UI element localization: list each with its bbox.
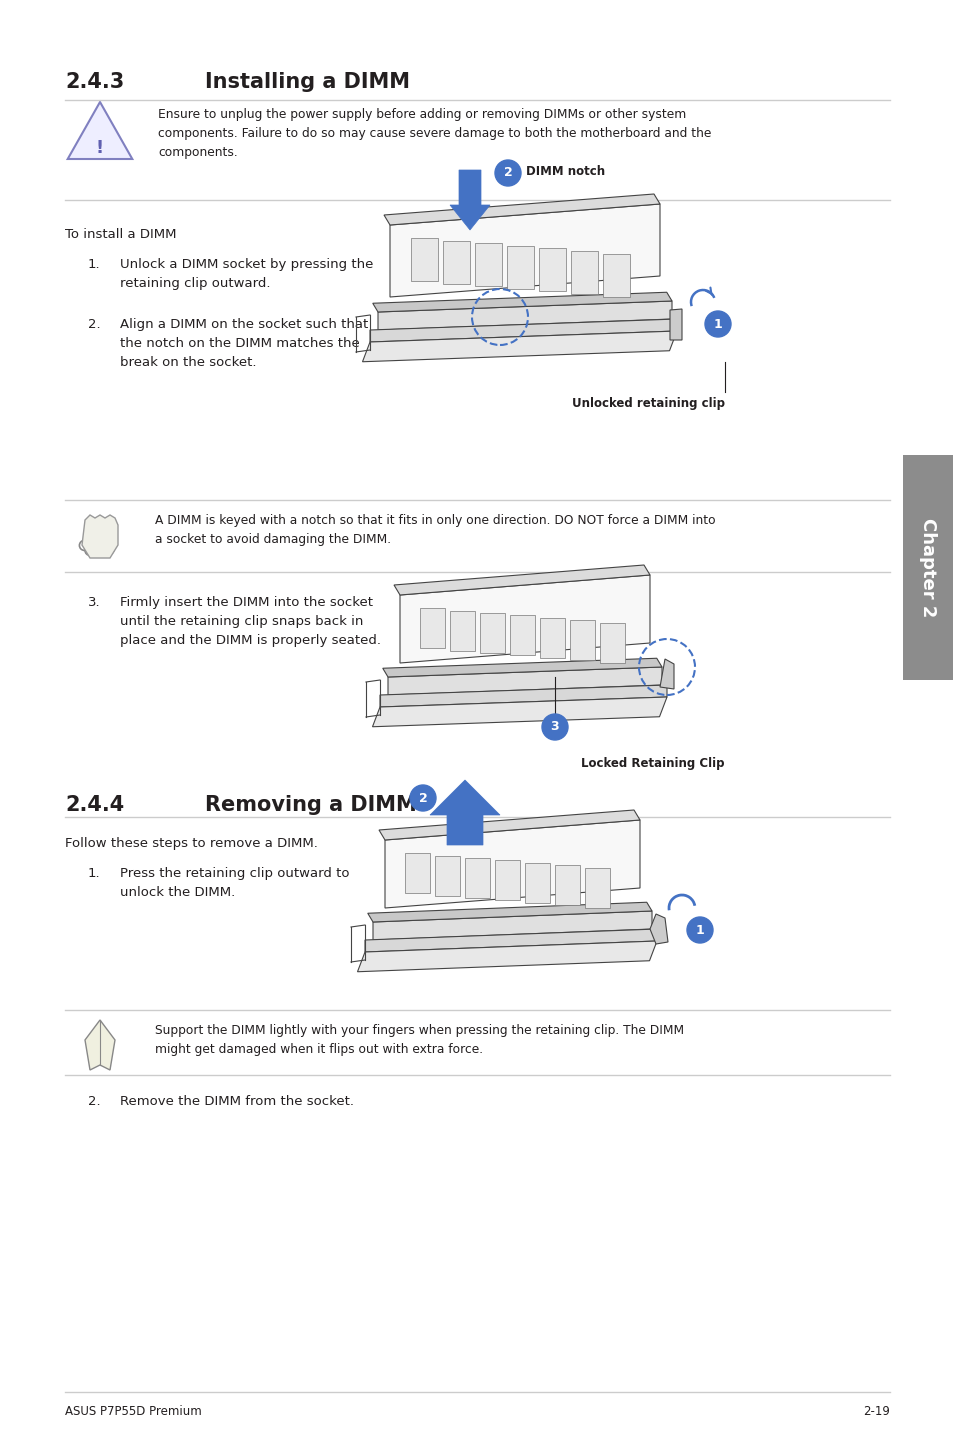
Polygon shape bbox=[464, 858, 490, 897]
Polygon shape bbox=[411, 239, 437, 280]
Polygon shape bbox=[373, 292, 671, 312]
Polygon shape bbox=[584, 869, 609, 907]
Polygon shape bbox=[372, 697, 666, 726]
Text: 1.: 1. bbox=[88, 867, 100, 880]
Polygon shape bbox=[367, 902, 651, 922]
Text: Press the retaining clip outward to
unlock the DIMM.: Press the retaining clip outward to unlo… bbox=[120, 867, 349, 899]
Text: To install a DIMM: To install a DIMM bbox=[65, 229, 176, 242]
Polygon shape bbox=[419, 608, 444, 649]
Polygon shape bbox=[555, 866, 579, 905]
Polygon shape bbox=[510, 615, 535, 654]
Polygon shape bbox=[85, 1020, 115, 1070]
Text: Unlocked retaining clip: Unlocked retaining clip bbox=[572, 397, 724, 410]
Polygon shape bbox=[435, 856, 459, 896]
Text: 1: 1 bbox=[695, 923, 703, 936]
Text: 1.: 1. bbox=[88, 257, 100, 270]
Polygon shape bbox=[357, 940, 657, 972]
Text: Follow these steps to remove a DIMM.: Follow these steps to remove a DIMM. bbox=[65, 837, 317, 850]
Polygon shape bbox=[388, 667, 661, 695]
Polygon shape bbox=[649, 915, 667, 943]
Text: Align a DIMM on the socket such that
the notch on the DIMM matches the
break on : Align a DIMM on the socket such that the… bbox=[120, 318, 368, 370]
FancyBboxPatch shape bbox=[902, 454, 952, 680]
Polygon shape bbox=[571, 252, 598, 293]
Text: ASUS P7P55D Premium: ASUS P7P55D Premium bbox=[65, 1405, 201, 1418]
Polygon shape bbox=[370, 319, 677, 342]
Text: 2.: 2. bbox=[88, 1094, 100, 1109]
Polygon shape bbox=[384, 194, 659, 224]
Polygon shape bbox=[599, 623, 624, 663]
Polygon shape bbox=[378, 810, 639, 840]
Polygon shape bbox=[379, 684, 666, 707]
Polygon shape bbox=[539, 618, 564, 659]
Polygon shape bbox=[373, 912, 651, 940]
Polygon shape bbox=[659, 659, 673, 689]
Circle shape bbox=[410, 785, 436, 811]
Text: 2: 2 bbox=[418, 791, 427, 804]
Circle shape bbox=[686, 917, 712, 943]
Polygon shape bbox=[569, 620, 595, 660]
Text: 3.: 3. bbox=[88, 595, 100, 610]
Text: Removing a DIMM: Removing a DIMM bbox=[205, 795, 416, 815]
Text: 2.4.4: 2.4.4 bbox=[65, 795, 124, 815]
Text: 2-19: 2-19 bbox=[862, 1405, 889, 1418]
Polygon shape bbox=[394, 565, 649, 595]
Polygon shape bbox=[524, 863, 550, 903]
Polygon shape bbox=[602, 255, 629, 298]
Polygon shape bbox=[365, 929, 657, 952]
Circle shape bbox=[541, 715, 567, 741]
Polygon shape bbox=[450, 611, 475, 651]
Text: 1: 1 bbox=[713, 318, 721, 331]
Text: Firmly insert the DIMM into the socket
until the retaining clip snaps back in
pl: Firmly insert the DIMM into the socket u… bbox=[120, 595, 380, 647]
Text: 3: 3 bbox=[550, 720, 558, 733]
Polygon shape bbox=[377, 301, 671, 329]
Text: A DIMM is keyed with a notch so that it fits in only one direction. DO NOT force: A DIMM is keyed with a notch so that it … bbox=[154, 513, 715, 546]
Polygon shape bbox=[538, 247, 565, 290]
Text: !: ! bbox=[96, 139, 104, 157]
Text: Ensure to unplug the power supply before adding or removing DIMMs or other syste: Ensure to unplug the power supply before… bbox=[158, 108, 711, 160]
Polygon shape bbox=[390, 204, 659, 298]
Text: 2.: 2. bbox=[88, 318, 100, 331]
Polygon shape bbox=[68, 102, 132, 160]
Polygon shape bbox=[399, 575, 649, 663]
Text: Unlock a DIMM socket by pressing the
retaining clip outward.: Unlock a DIMM socket by pressing the ret… bbox=[120, 257, 373, 290]
Polygon shape bbox=[450, 170, 490, 230]
Polygon shape bbox=[495, 860, 519, 900]
Polygon shape bbox=[362, 331, 677, 362]
Text: Remove the DIMM from the socket.: Remove the DIMM from the socket. bbox=[120, 1094, 354, 1109]
Polygon shape bbox=[82, 515, 118, 558]
Text: Locked Retaining Clip: Locked Retaining Clip bbox=[581, 756, 724, 769]
Polygon shape bbox=[669, 309, 681, 339]
Circle shape bbox=[704, 311, 730, 336]
Polygon shape bbox=[405, 853, 430, 893]
Polygon shape bbox=[382, 659, 661, 677]
Text: Chapter 2: Chapter 2 bbox=[918, 518, 936, 617]
Polygon shape bbox=[475, 243, 501, 286]
Polygon shape bbox=[506, 246, 534, 289]
Polygon shape bbox=[442, 242, 470, 283]
Text: 2: 2 bbox=[503, 167, 512, 180]
Polygon shape bbox=[479, 613, 504, 653]
Text: 2.4.3: 2.4.3 bbox=[65, 72, 124, 92]
Text: Installing a DIMM: Installing a DIMM bbox=[205, 72, 410, 92]
Polygon shape bbox=[385, 820, 639, 907]
Polygon shape bbox=[430, 779, 499, 846]
Text: DIMM notch: DIMM notch bbox=[525, 165, 604, 178]
Circle shape bbox=[495, 160, 520, 186]
Text: Support the DIMM lightly with your fingers when pressing the retaining clip. The: Support the DIMM lightly with your finge… bbox=[154, 1024, 683, 1055]
